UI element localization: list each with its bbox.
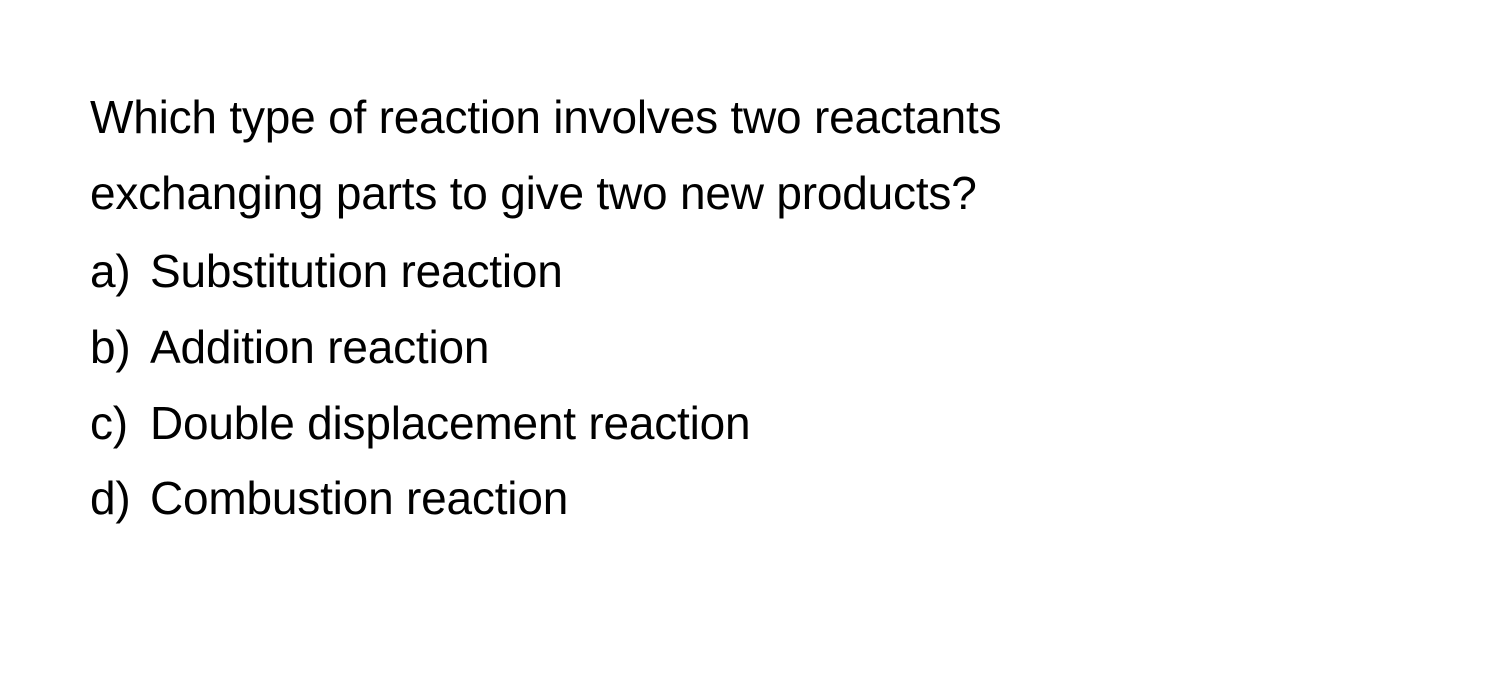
option-b-text: Addition reaction xyxy=(150,310,489,386)
option-c-letter: c) xyxy=(90,386,150,462)
question-line-1: Which type of reaction involves two reac… xyxy=(90,80,1410,156)
option-a: a) Substitution reaction xyxy=(90,234,1410,310)
option-d-text: Combustion reaction xyxy=(150,461,568,537)
option-c: c) Double displacement reaction xyxy=(90,386,1410,462)
answer-options: a) Substitution reaction b) Addition rea… xyxy=(90,234,1410,538)
option-d: d) Combustion reaction xyxy=(90,461,1410,537)
option-b: b) Addition reaction xyxy=(90,310,1410,386)
question-stem: Which type of reaction involves two reac… xyxy=(90,80,1410,232)
question-line-2: exchanging parts to give two new product… xyxy=(90,156,1410,232)
option-b-letter: b) xyxy=(90,310,150,386)
option-d-letter: d) xyxy=(90,461,150,537)
option-a-text: Substitution reaction xyxy=(150,234,563,310)
option-a-letter: a) xyxy=(90,234,150,310)
question-page: Which type of reaction involves two reac… xyxy=(0,0,1500,537)
option-c-text: Double displacement reaction xyxy=(150,386,750,462)
